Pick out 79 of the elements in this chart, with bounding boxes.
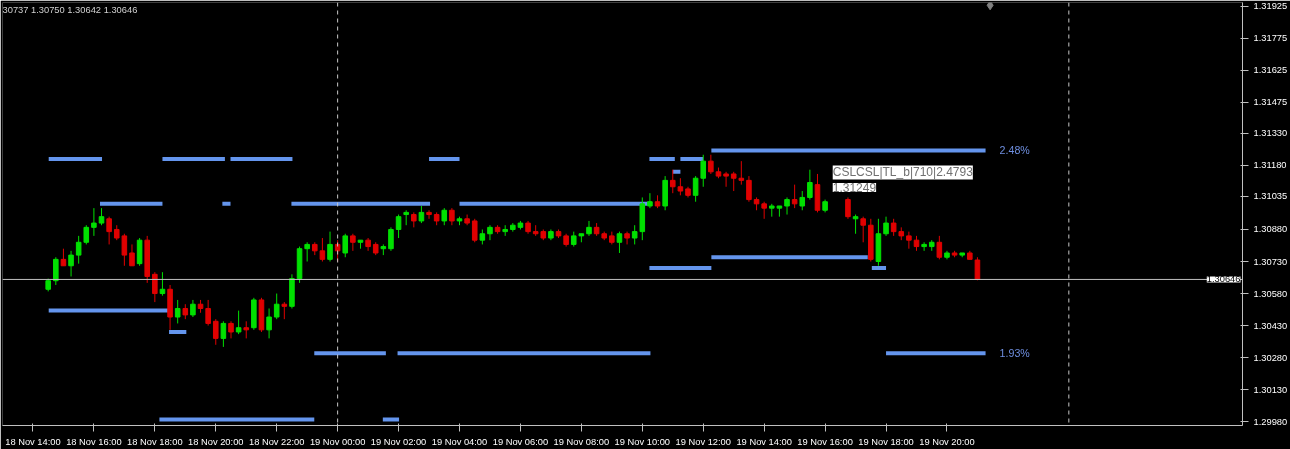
y-tick-label: 1.31475: [1253, 97, 1288, 108]
y-tick-label: 1.31625: [1253, 65, 1288, 76]
annotation: 30737 1.30750 1.30642 1.30646: [2, 4, 138, 15]
candlestick: [365, 237, 371, 252]
annotation: 1.31249: [832, 180, 877, 195]
candlestick: [426, 209, 432, 220]
y-tick-label: 1.31035: [1253, 191, 1288, 202]
y-tick-label: 1.30580: [1253, 288, 1288, 299]
candlestick: [395, 214, 402, 239]
x-tick-label: 19 Nov 20:00: [919, 436, 975, 447]
x-tick-label: 19 Nov 12:00: [675, 436, 731, 447]
candlestick: [487, 224, 493, 241]
candlestick: [388, 226, 394, 252]
candlestick: [220, 320, 227, 348]
candlestick: [791, 184, 798, 209]
candlestick: [174, 299, 181, 324]
candlestick: [586, 220, 592, 237]
x-tick-label: 18 Nov 14:00: [5, 436, 61, 447]
candlestick: [692, 175, 699, 203]
candlestick: [83, 224, 90, 245]
y-tick-label: 1.30880: [1253, 224, 1288, 235]
y-tick-label: 1.31925: [1253, 1, 1288, 12]
candlestick: [784, 196, 790, 216]
candlestick: [304, 241, 310, 263]
candlestick: [68, 250, 74, 277]
candlestick: [75, 235, 82, 265]
candlestick: [152, 271, 158, 303]
x-tick-label: 18 Nov 16:00: [66, 436, 122, 447]
y-tick-label: 1.30730: [1253, 256, 1288, 267]
candlestick: [738, 160, 745, 186]
candlestick: [212, 318, 219, 346]
y-tick-label: 1.30430: [1253, 320, 1288, 331]
candlestick: [807, 169, 813, 201]
candlestick: [342, 233, 349, 258]
candlestick: [266, 307, 272, 339]
x-tick-label: 19 Nov 16:00: [797, 436, 853, 447]
x-tick-label: 19 Nov 06:00: [492, 436, 549, 447]
candlestick: [235, 310, 242, 335]
x-tick-label: 19 Nov 08:00: [553, 436, 610, 447]
candlestick: [106, 216, 112, 245]
y-tick-label: 1.31775: [1253, 33, 1288, 44]
candlestick: [205, 299, 211, 327]
candlestick: [730, 171, 737, 192]
x-tick-label: 19 Nov 18:00: [858, 436, 914, 447]
x-tick-label: 19 Nov 02:00: [370, 436, 427, 447]
candlestick: [129, 243, 135, 267]
candlestick: [136, 237, 143, 267]
y-tick-label: 1.30280: [1253, 352, 1288, 363]
candlestick: [91, 207, 97, 237]
y-tick-label: 1.31330: [1253, 128, 1288, 139]
candlestick: [273, 293, 280, 320]
y-tick-label: 1.29980: [1253, 416, 1288, 427]
candlestick: [647, 192, 653, 209]
candlestick: [700, 154, 707, 188]
annotation: CSLCSL|TL_b|710|2.4793: [832, 165, 974, 180]
candlestick: [319, 237, 326, 263]
x-tick-label: 18 Nov 20:00: [188, 436, 244, 447]
candlestick: [616, 231, 623, 254]
candlestick: [327, 231, 333, 263]
y-tick-label: 1.30130: [1253, 384, 1288, 395]
x-tick-label: 18 Nov 18:00: [127, 436, 183, 447]
candlestick: [708, 154, 714, 175]
candlestick: [624, 231, 630, 245]
candlestick: [350, 233, 356, 252]
candlestick: [746, 175, 752, 203]
candlestick: [669, 169, 676, 194]
candlestick: [799, 190, 806, 211]
candlestick: [53, 256, 59, 286]
y-tick-label: 1.31180: [1253, 160, 1287, 171]
x-tick-label: 19 Nov 10:00: [614, 436, 671, 447]
candlestick: [723, 171, 729, 188]
x-tick-label: 19 Nov 14:00: [736, 436, 792, 447]
ref-line-label: 1.30646: [1206, 274, 1241, 285]
x-tick-label: 19 Nov 00:00: [309, 436, 366, 447]
annotation: 2.48%: [999, 144, 1031, 157]
annotation: 1.93%: [999, 347, 1031, 360]
x-tick-label: 19 Nov 04:00: [431, 436, 488, 447]
candlestick: [471, 218, 478, 243]
x-tick-label: 18 Nov 22:00: [248, 436, 305, 447]
